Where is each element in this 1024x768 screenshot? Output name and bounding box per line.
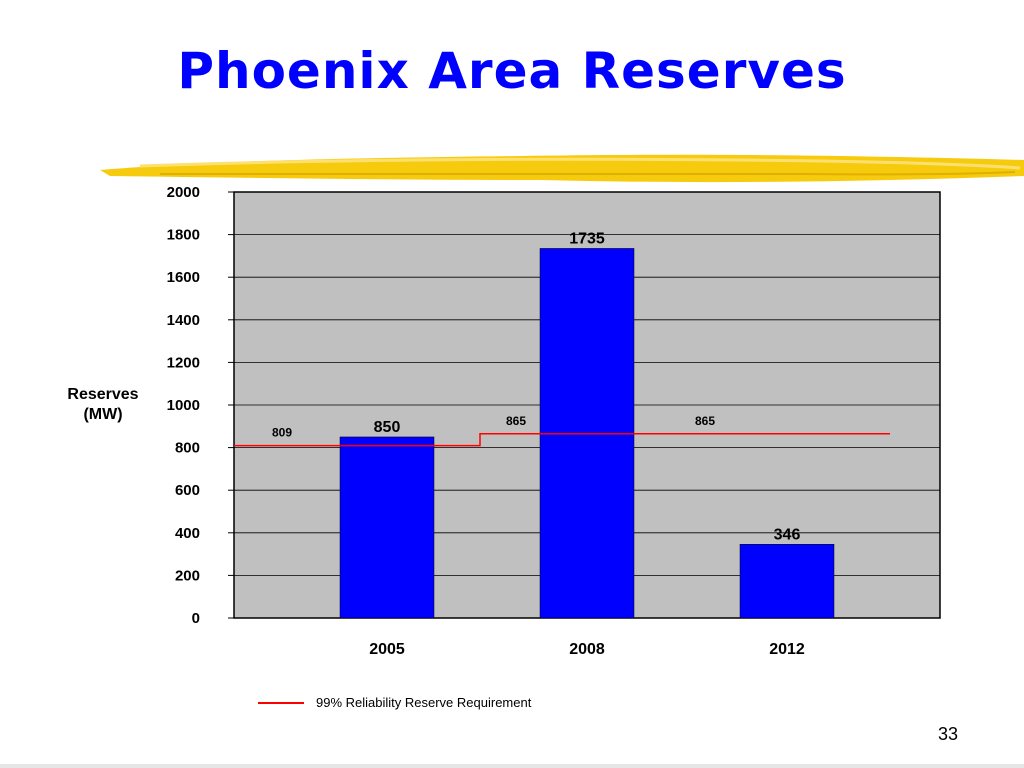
bar-value-label: 850 — [374, 419, 401, 436]
y-tick-label: 1400 — [167, 312, 200, 329]
footer-divider — [0, 764, 1024, 768]
x-tick-label: 2008 — [569, 641, 605, 658]
y-axis-label-line-1: Reserves — [67, 386, 139, 403]
page-number: 33 — [937, 724, 958, 744]
y-tick-label: 800 — [175, 440, 200, 457]
y-tick-label: 0 — [192, 610, 200, 627]
x-tick-label: 2005 — [369, 641, 405, 658]
y-tick-label: 400 — [175, 525, 200, 542]
y-tick-label: 1600 — [167, 269, 200, 286]
y-axis-label-line-2: (MW) — [83, 406, 123, 423]
y-axis-label: Reserves (MW) — [48, 385, 158, 425]
requirement-value-label: 865 — [695, 414, 715, 428]
decorative-brush-stroke — [100, 154, 1024, 183]
y-tick-label: 2000 — [167, 184, 200, 201]
requirement-value-label: 809 — [272, 426, 292, 440]
bar-value-label: 1735 — [569, 230, 605, 247]
bar — [739, 544, 835, 619]
y-tick-label: 600 — [175, 482, 200, 499]
legend-label: 99% Reliability Reserve Requirement — [316, 695, 532, 710]
chart-legend: 99% Reliability Reserve Requirement — [258, 695, 531, 710]
legend-swatch-requirement-line — [258, 701, 304, 704]
y-tick-label: 200 — [175, 567, 200, 584]
y-tick-label: 1000 — [167, 397, 200, 414]
bar-value-label: 346 — [774, 526, 801, 543]
x-tick-label: 2012 — [769, 641, 805, 658]
y-tick-label: 1200 — [167, 354, 200, 371]
requirement-value-label: 865 — [506, 414, 526, 428]
slide-title: Phoenix Area Reserves — [177, 42, 847, 100]
reserves-bar-chart: 0 200 400 600 800 1000 1200 1400 1600 1800 2000 850… — [167, 184, 941, 658]
requirement-line — [234, 433, 890, 447]
bar — [339, 436, 435, 619]
y-tick-label: 1800 — [167, 227, 200, 244]
